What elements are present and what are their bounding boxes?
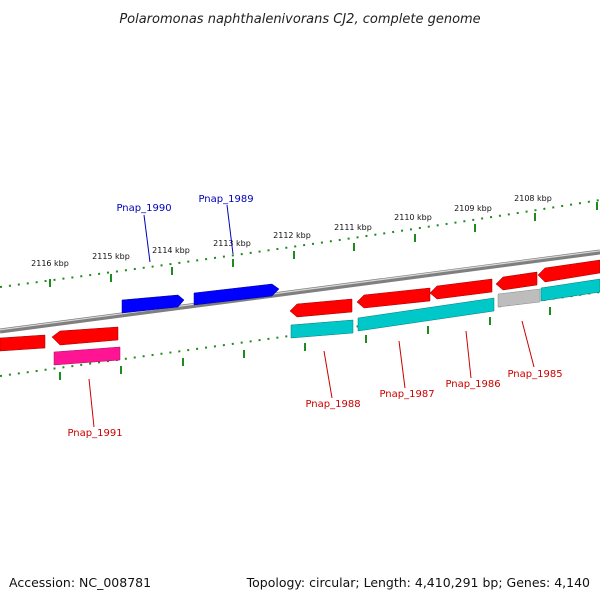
leader-pnap-1991 — [88, 378, 95, 428]
genome-backbone-highlight — [0, 250, 600, 331]
gene-forward-edge — [537, 259, 600, 283]
tick-label-2108: 2108 kbp — [514, 194, 552, 203]
map-title: Polaromonas naphthalenivorans CJ2, compl… — [119, 12, 480, 27]
feature-cyan-3 — [540, 278, 600, 302]
gene-forward-pnap-1986 — [429, 278, 493, 300]
leader-pnap-1987 — [398, 340, 406, 389]
gene-label-pnap-1989: Pnap_1989 — [198, 194, 253, 205]
feature-cyan-2 — [357, 297, 495, 332]
gene-reverse-pnap-1989 — [193, 283, 280, 306]
tick-label-2116: 2116 kbp — [31, 259, 69, 268]
accession-text: Accession: NC_008781 — [9, 575, 151, 590]
tick-label-2109: 2109 kbp — [454, 204, 492, 213]
tick-labels: 2116 kbp 2115 kbp 2114 kbp 2113 kbp 2112… — [31, 194, 552, 268]
leader-pnap-1985 — [521, 320, 535, 368]
gene-label-pnap-1990: Pnap_1990 — [116, 203, 171, 214]
genome-backbone — [0, 249, 600, 334]
leader-pnap-1989 — [226, 204, 234, 255]
gene-label-pnap-1986: Pnap_1986 — [445, 379, 500, 390]
feature-grey — [497, 288, 541, 308]
genome-summary-text: Topology: circular; Length: 4,410,291 bp… — [246, 575, 590, 590]
gene-label-pnap-1988: Pnap_1988 — [305, 399, 360, 410]
major-ticks — [49, 202, 598, 380]
gene-forward-pnap-1987 — [356, 287, 431, 309]
tick-label-2110: 2110 kbp — [394, 213, 432, 222]
gene-label-pnap-1985: Pnap_1985 — [507, 369, 562, 380]
gene-reverse-pnap-1990 — [121, 294, 185, 314]
leader-pnap-1986 — [465, 330, 472, 379]
leader-pnap-1990 — [143, 214, 151, 263]
tick-label-2112: 2112 kbp — [273, 231, 311, 240]
scale-track-upper — [0, 199, 600, 288]
tick-label-2115: 2115 kbp — [92, 252, 130, 261]
tick-label-2114: 2114 kbp — [152, 246, 190, 255]
gene-forward-pnap-1985 — [495, 271, 538, 291]
leader-pnap-1988 — [323, 350, 333, 399]
gene-forward-pnap-1991-region — [51, 326, 119, 346]
gene-forward-1 — [0, 334, 46, 352]
feature-cyan-1 — [290, 319, 354, 339]
gene-label-pnap-1991: Pnap_1991 — [67, 428, 122, 439]
tick-label-2111: 2111 kbp — [334, 223, 372, 232]
gene-forward-pnap-1988 — [289, 298, 353, 318]
feature-pink-pnap-1991 — [53, 346, 121, 366]
gene-label-pnap-1987: Pnap_1987 — [379, 389, 434, 400]
